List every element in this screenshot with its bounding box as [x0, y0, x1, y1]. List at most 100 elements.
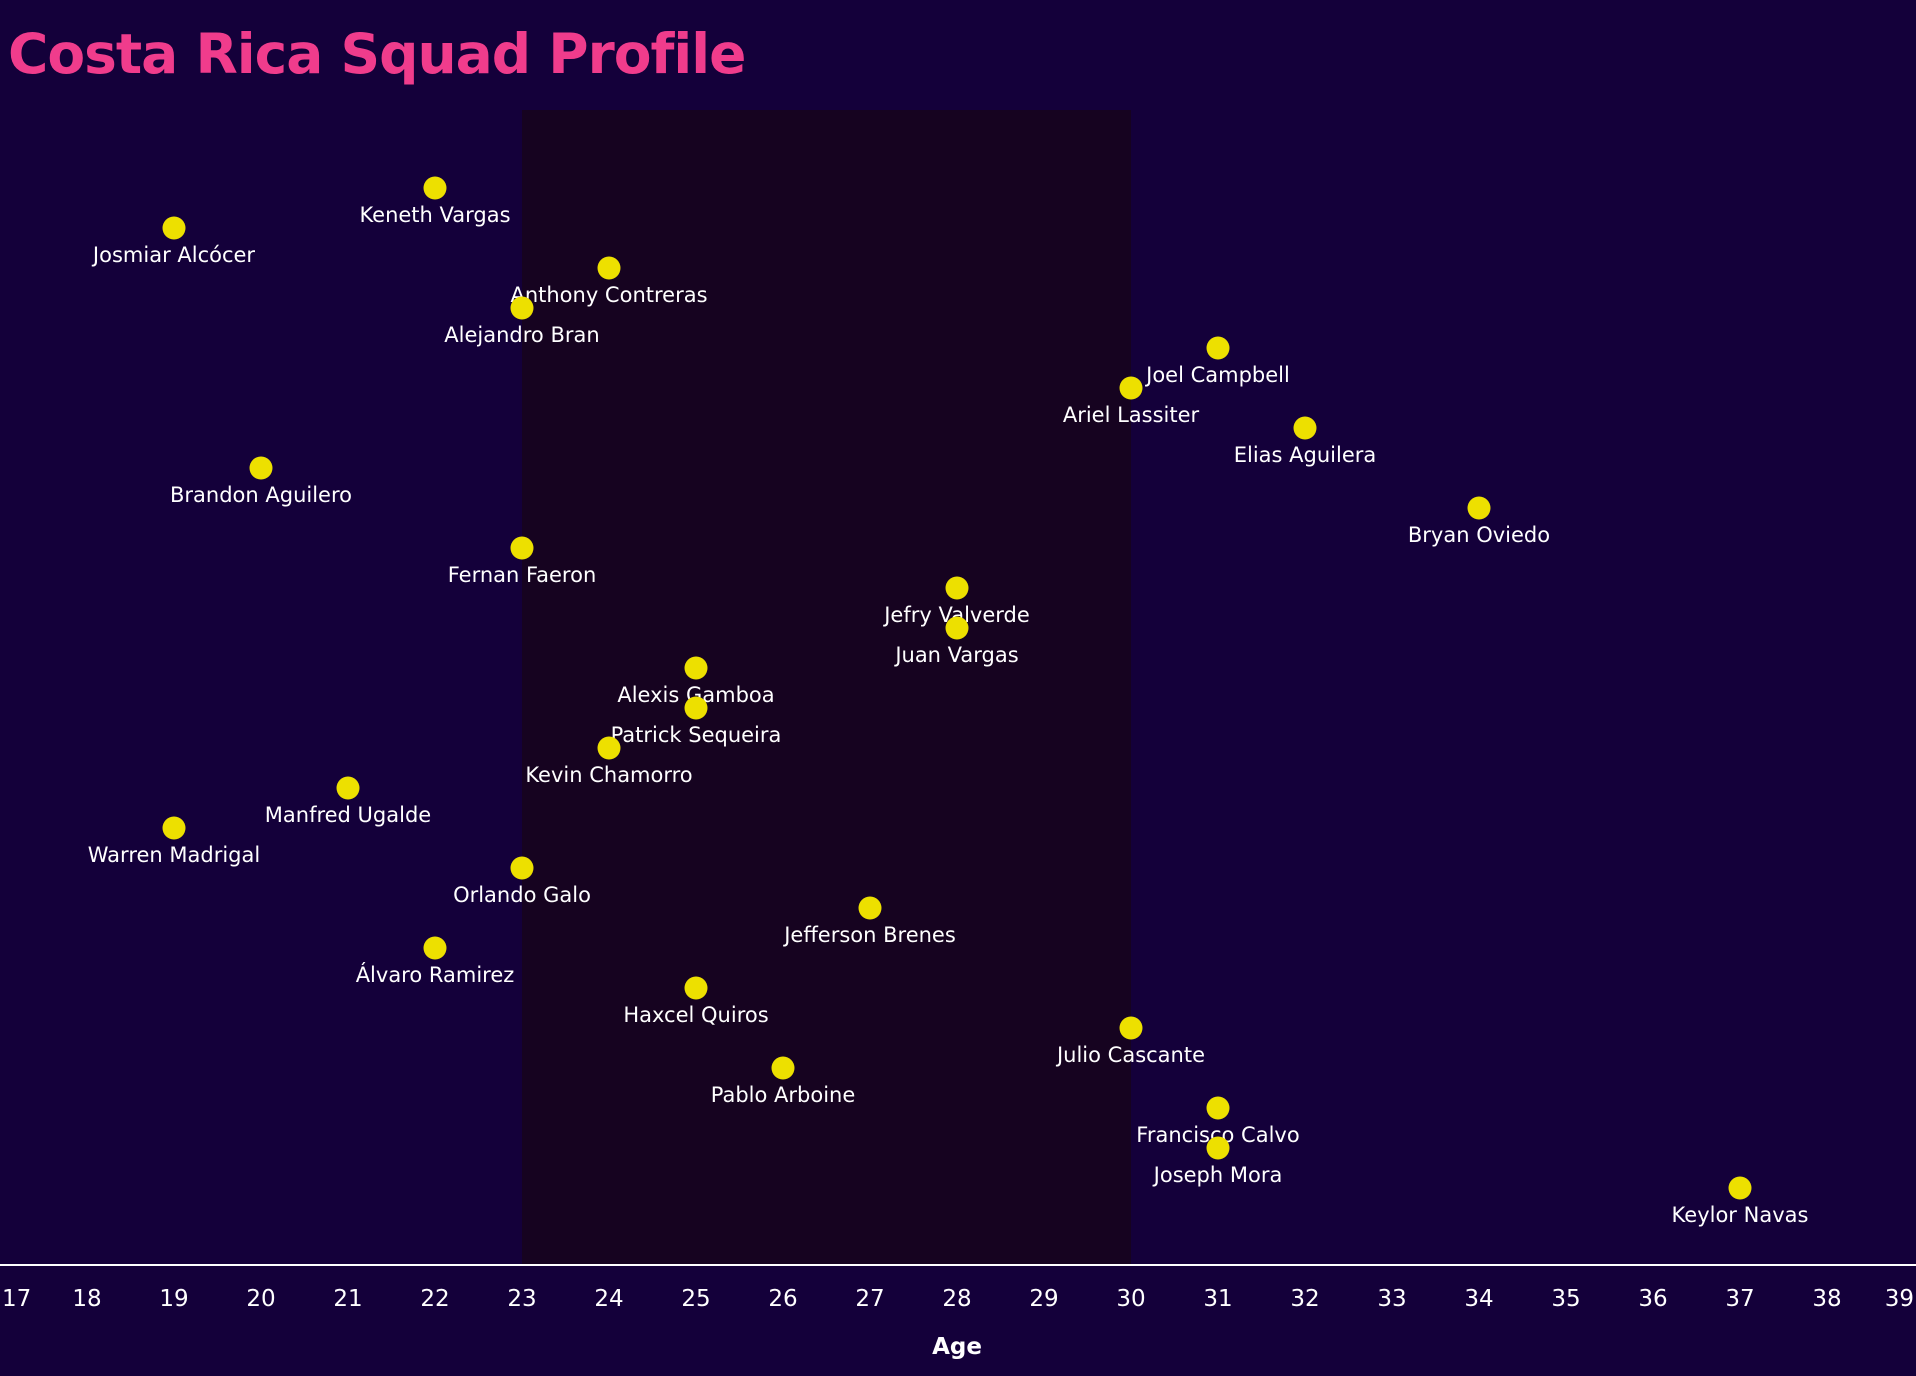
x-tick-label: 34 [1464, 1286, 1493, 1312]
player-dot [1119, 376, 1143, 400]
player-dot [336, 776, 360, 800]
player-dot [1293, 416, 1317, 440]
x-tick-label: 23 [507, 1286, 536, 1312]
x-tick-label: 36 [1638, 1286, 1667, 1312]
player-dot [510, 536, 534, 560]
player-label: Keylor Navas [1672, 1203, 1809, 1227]
player-dot [1119, 1016, 1143, 1040]
x-axis-ticks: 17 18 19 20 21 22 23 24 25 26 27 28 29 30 31 32 33 34 35 36… [2, 1286, 1914, 1312]
player-point: Ariel Lassiter [1063, 376, 1200, 427]
player-point: Elias Aguilera [1234, 416, 1377, 467]
player-dot [1206, 1136, 1230, 1160]
player-label: Keneth Vargas [359, 203, 510, 227]
player-dot [510, 296, 534, 320]
x-tick-label: 31 [1203, 1286, 1232, 1312]
player-point: Bryan Oviedo [1408, 496, 1550, 547]
player-label: Patrick Sequeira [611, 723, 782, 747]
player-label: Jefferson Brenes [782, 923, 956, 947]
x-tick-label: 32 [1290, 1286, 1319, 1312]
x-tick-label: 25 [681, 1286, 710, 1312]
chart-title: Costa Rica Squad Profile [8, 22, 746, 86]
player-dot [771, 1056, 795, 1080]
player-point: Patrick Sequeira [611, 696, 782, 747]
player-dot [1467, 496, 1491, 520]
player-point: Joel Campbell [1144, 336, 1290, 387]
x-tick-label: 21 [333, 1286, 362, 1312]
player-dot [249, 456, 273, 480]
player-dot [162, 816, 186, 840]
player-dot [945, 576, 969, 600]
player-label: Álvaro Ramirez [356, 962, 515, 987]
player-label: Brandon Aguilero [170, 483, 352, 507]
player-point: Álvaro Ramirez [356, 936, 515, 987]
player-label: Joseph Mora [1152, 1163, 1283, 1187]
player-label: Pablo Arboine [711, 1083, 856, 1107]
player-point: Josmiar Alcócer [91, 216, 256, 267]
player-point: Keneth Vargas [359, 176, 511, 227]
player-label: Julio Cascante [1055, 1043, 1205, 1067]
player-label: Haxcel Quiros [623, 1003, 768, 1027]
player-dot [945, 616, 969, 640]
player-label: Anthony Contreras [510, 283, 707, 307]
player-point: Haxcel Quiros [623, 976, 769, 1027]
player-dot [162, 216, 186, 240]
x-tick-label: 37 [1725, 1286, 1754, 1312]
player-label: Fernan Faeron [448, 563, 597, 587]
player-dot [1206, 336, 1230, 360]
player-point: Fernan Faeron [448, 536, 597, 587]
player-dot [510, 856, 534, 880]
player-dot [1728, 1176, 1752, 1200]
player-dot [423, 176, 447, 200]
player-point: Pablo Arboine [711, 1056, 856, 1107]
prime-age-band [522, 110, 1131, 1265]
player-label: Kevin Chamorro [525, 763, 692, 787]
player-point: Kevin Chamorro [525, 736, 693, 787]
x-tick-label: 22 [420, 1286, 449, 1312]
points-layer: Keneth Vargas Josmiar Alcócer Anthony Cont… [88, 176, 1809, 1227]
player-point: Julio Cascante [1055, 1016, 1205, 1067]
player-point: Anthony Contreras [510, 256, 708, 307]
player-label: Bryan Oviedo [1408, 523, 1550, 547]
player-dot [684, 976, 708, 1000]
player-point: Warren Madrigal [88, 816, 260, 867]
player-label: Juan Vargas [893, 643, 1018, 667]
x-tick-label: 19 [159, 1286, 188, 1312]
player-label: Alejandro Bran [444, 323, 599, 347]
player-label: Joel Campbell [1144, 363, 1290, 387]
player-dot [858, 896, 882, 920]
player-dot [423, 936, 447, 960]
player-dot [597, 256, 621, 280]
x-tick-label: 29 [1029, 1286, 1058, 1312]
x-tick-label: 17 [2, 1286, 31, 1312]
player-label: Elias Aguilera [1234, 443, 1377, 467]
player-point: Alejandro Bran [444, 296, 600, 347]
player-dot [684, 696, 708, 720]
player-dot [684, 656, 708, 680]
x-tick-label: 39 [1885, 1286, 1914, 1312]
player-point: Manfred Ugalde [265, 776, 431, 827]
player-dot [1206, 1096, 1230, 1120]
x-tick-label: 28 [942, 1286, 971, 1312]
x-tick-label: 20 [246, 1286, 275, 1312]
x-tick-label: 30 [1116, 1286, 1145, 1312]
player-label: Warren Madrigal [88, 843, 260, 867]
player-point: Juan Vargas [893, 616, 1019, 667]
player-point: Keylor Navas [1672, 1176, 1809, 1227]
player-label: Orlando Galo [453, 883, 591, 907]
player-point: Orlando Galo [453, 856, 591, 907]
player-dot [597, 736, 621, 760]
x-tick-label: 24 [594, 1286, 623, 1312]
x-tick-label: 35 [1551, 1286, 1580, 1312]
player-label: Josmiar Alcócer [91, 243, 256, 267]
player-point: Jefferson Brenes [782, 896, 956, 947]
player-point: Brandon Aguilero [170, 456, 352, 507]
player-point: Joseph Mora [1152, 1136, 1283, 1187]
player-label: Ariel Lassiter [1063, 403, 1200, 427]
x-tick-label: 26 [768, 1286, 797, 1312]
x-axis-title: Age [932, 1334, 982, 1360]
x-tick-label: 38 [1812, 1286, 1841, 1312]
player-label: Manfred Ugalde [265, 803, 431, 827]
x-tick-label: 18 [72, 1286, 101, 1312]
